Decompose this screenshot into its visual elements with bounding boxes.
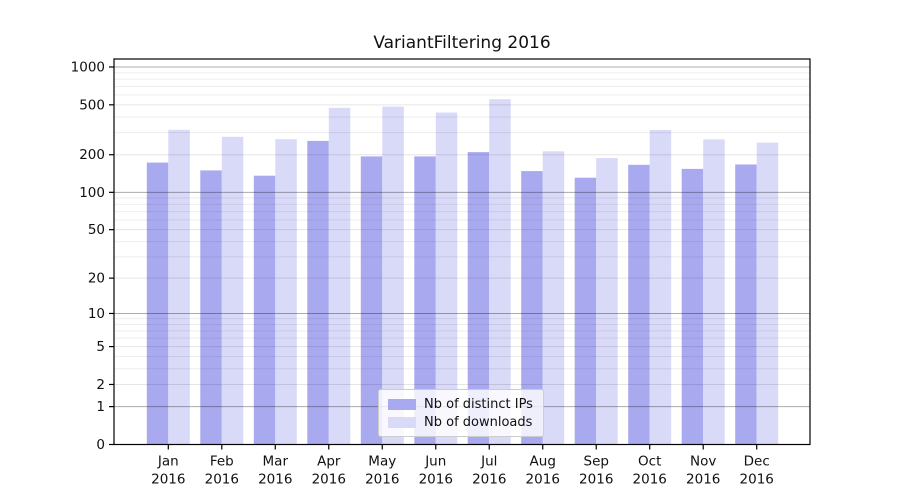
- y-tick-label-2: 2: [96, 377, 105, 393]
- bar-nb-of-distinct-ips-jul: [467, 152, 490, 445]
- legend-swatch-distinct-ips: [388, 399, 416, 410]
- bar-nb-of-distinct-ips-jun: [414, 156, 436, 445]
- legend-label-distinct-ips: Nb of distinct IPs: [424, 397, 533, 412]
- bar-nb-of-distinct-ips-apr: [307, 140, 329, 445]
- bar-nb-of-downloads-jul: [489, 99, 511, 445]
- x-tick-label-jan: Jan: [157, 454, 179, 470]
- bar-nb-of-distinct-ips-may: [360, 156, 383, 445]
- y-tick-label-10: 10: [88, 306, 105, 322]
- plot-border: [113, 58, 811, 446]
- y-tick-label-50: 50: [88, 222, 105, 238]
- y-tick-label-1000: 1000: [71, 60, 105, 76]
- x-tick-label-year-nov: 2016: [686, 472, 720, 488]
- y-tick-label-20: 20: [88, 271, 105, 287]
- x-tick-label-year-dec: 2016: [740, 472, 774, 488]
- x-tick-label-dec: Dec: [744, 454, 770, 470]
- bar-nb-of-downloads-aug: [542, 151, 565, 445]
- x-tick-label-year-apr: 2016: [312, 472, 346, 488]
- bar-nb-of-distinct-ips-nov: [681, 168, 704, 445]
- x-tick-label-jul: Jul: [480, 454, 497, 470]
- chart-title: VariantFiltering 2016: [373, 33, 551, 53]
- bar-nb-of-downloads-jan: [168, 129, 190, 445]
- bar-nb-of-distinct-ips-sep: [574, 177, 597, 445]
- y-tick-label-0: 0: [96, 437, 105, 453]
- x-tick-label-may: May: [368, 454, 396, 470]
- x-tick-label-year-may: 2016: [365, 472, 399, 488]
- x-tick-label-year-mar: 2016: [258, 472, 292, 488]
- bar-nb-of-distinct-ips-dec: [735, 164, 757, 445]
- x-tick-label-mar: Mar: [263, 454, 289, 470]
- y-tick-label-5: 5: [96, 339, 105, 355]
- bar-nb-of-distinct-ips-jan: [146, 162, 169, 445]
- bar-nb-of-downloads-jun: [435, 112, 458, 445]
- x-tick-label-year-jun: 2016: [419, 472, 453, 488]
- y-tick-label-200: 200: [79, 147, 105, 163]
- bar-nb-of-downloads-apr: [328, 107, 351, 445]
- bar-nb-of-downloads-may: [382, 106, 404, 445]
- x-tick-label-nov: Nov: [690, 454, 716, 470]
- bar-nb-of-distinct-ips-mar: [253, 175, 276, 445]
- x-tick-label-sep: Sep: [584, 454, 609, 470]
- y-tick-label-1: 1: [96, 399, 105, 415]
- bar-nb-of-downloads-feb: [221, 136, 244, 445]
- legend-label-downloads: Nb of downloads: [424, 415, 533, 430]
- x-tick-label-oct: Oct: [638, 454, 661, 470]
- bar-nb-of-downloads-dec: [756, 142, 779, 445]
- bar-nb-of-downloads-oct: [649, 130, 672, 445]
- legend: Nb of distinct IPs Nb of downloads: [378, 389, 544, 437]
- x-tick-label-year-jul: 2016: [472, 472, 506, 488]
- bar-nb-of-downloads-mar: [275, 139, 297, 445]
- x-tick-label-year-sep: 2016: [579, 472, 613, 488]
- x-tick-label-year-aug: 2016: [526, 472, 560, 488]
- y-tick-label-100: 100: [79, 185, 105, 201]
- x-tick-label-aug: Aug: [530, 454, 556, 470]
- bar-nb-of-downloads-nov: [703, 139, 725, 445]
- legend-item-distinct-ips: Nb of distinct IPs: [388, 397, 534, 412]
- x-tick-label-year-jan: 2016: [151, 472, 185, 488]
- x-tick-label-feb: Feb: [210, 454, 234, 470]
- bar-nb-of-distinct-ips-oct: [628, 164, 650, 445]
- x-tick-label-year-oct: 2016: [633, 472, 667, 488]
- legend-item-downloads: Nb of downloads: [388, 415, 534, 430]
- legend-swatch-downloads: [388, 417, 416, 428]
- x-tick-label-year-feb: 2016: [205, 472, 239, 488]
- x-tick-label-jun: Jun: [424, 454, 446, 470]
- x-tick-label-apr: Apr: [317, 454, 341, 470]
- bar-nb-of-distinct-ips-feb: [200, 170, 222, 445]
- y-tick-label-500: 500: [79, 97, 105, 113]
- bar-nb-of-downloads-sep: [596, 158, 618, 445]
- bar-nb-of-distinct-ips-aug: [521, 171, 543, 445]
